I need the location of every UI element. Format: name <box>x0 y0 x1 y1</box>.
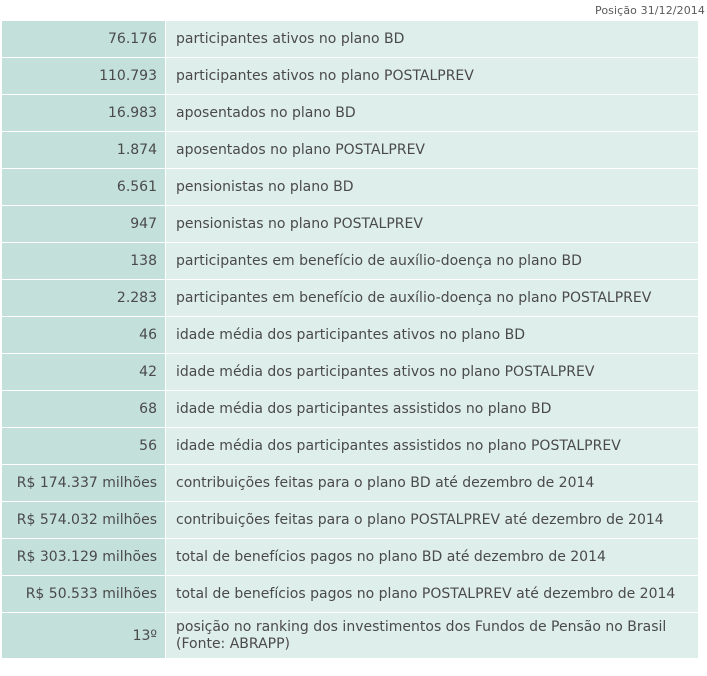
table-row: 46 idade média dos participantes ativos … <box>2 317 698 354</box>
row-description: pensionistas no plano BD <box>166 169 698 205</box>
row-description: participantes em benefício de auxílio-do… <box>166 280 698 316</box>
row-value: R$ 50.533 milhões <box>2 576 166 612</box>
table-row: 13º posição no ranking dos investimentos… <box>2 613 698 659</box>
row-description: posição no ranking dos investimentos dos… <box>166 613 698 658</box>
row-description: total de benefícios pagos no plano POSTA… <box>166 576 698 612</box>
row-value: 110.793 <box>2 58 166 94</box>
row-value: 56 <box>2 428 166 464</box>
row-value: 138 <box>2 243 166 279</box>
row-description: idade média dos participantes ativos no … <box>166 354 698 390</box>
row-description: participantes ativos no plano POSTALPREV <box>166 58 698 94</box>
row-description: idade média dos participantes ativos no … <box>166 317 698 353</box>
row-value: 76.176 <box>2 21 166 57</box>
table-row: R$ 303.129 milhões total de benefícios p… <box>2 539 698 576</box>
row-description: idade média dos participantes assistidos… <box>166 391 698 427</box>
statistics-table: 76.176 participantes ativos no plano BD … <box>2 21 698 659</box>
row-description: aposentados no plano BD <box>166 95 698 131</box>
row-value: 68 <box>2 391 166 427</box>
table-row: R$ 574.032 milhões contribuições feitas … <box>2 502 698 539</box>
row-value: R$ 174.337 milhões <box>2 465 166 501</box>
row-description: contribuições feitas para o plano BD até… <box>166 465 698 501</box>
row-value: 1.874 <box>2 132 166 168</box>
row-description: participantes em benefício de auxílio-do… <box>166 243 698 279</box>
table-row: 6.561 pensionistas no plano BD <box>2 169 698 206</box>
table-row: 138 participantes em benefício de auxíli… <box>2 243 698 280</box>
table-row: 76.176 participantes ativos no plano BD <box>2 21 698 58</box>
row-value: 947 <box>2 206 166 242</box>
row-value: R$ 303.129 milhões <box>2 539 166 575</box>
row-value: 16.983 <box>2 95 166 131</box>
row-value: R$ 574.032 milhões <box>2 502 166 538</box>
row-description: aposentados no plano POSTALPREV <box>166 132 698 168</box>
table-row: 16.983 aposentados no plano BD <box>2 95 698 132</box>
table-row: 68 idade média dos participantes assisti… <box>2 391 698 428</box>
row-description: pensionistas no plano POSTALPREV <box>166 206 698 242</box>
row-value: 13º <box>2 613 166 658</box>
row-description: contribuições feitas para o plano POSTAL… <box>166 502 698 538</box>
table-row: 56 idade média dos participantes assisti… <box>2 428 698 465</box>
row-description: idade média dos participantes assistidos… <box>166 428 698 464</box>
table-row: R$ 50.533 milhões total de benefícios pa… <box>2 576 698 613</box>
row-value: 6.561 <box>2 169 166 205</box>
table-row: 947 pensionistas no plano POSTALPREV <box>2 206 698 243</box>
position-date-caption: Posição 31/12/2014 <box>595 4 705 17</box>
table-row: 1.874 aposentados no plano POSTALPREV <box>2 132 698 169</box>
row-value: 42 <box>2 354 166 390</box>
row-value: 2.283 <box>2 280 166 316</box>
row-description: participantes ativos no plano BD <box>166 21 698 57</box>
table-row: 2.283 participantes em benefício de auxí… <box>2 280 698 317</box>
row-description: total de benefícios pagos no plano BD at… <box>166 539 698 575</box>
table-row: R$ 174.337 milhões contribuições feitas … <box>2 465 698 502</box>
row-value: 46 <box>2 317 166 353</box>
table-row: 42 idade média dos participantes ativos … <box>2 354 698 391</box>
table-row: 110.793 participantes ativos no plano PO… <box>2 58 698 95</box>
